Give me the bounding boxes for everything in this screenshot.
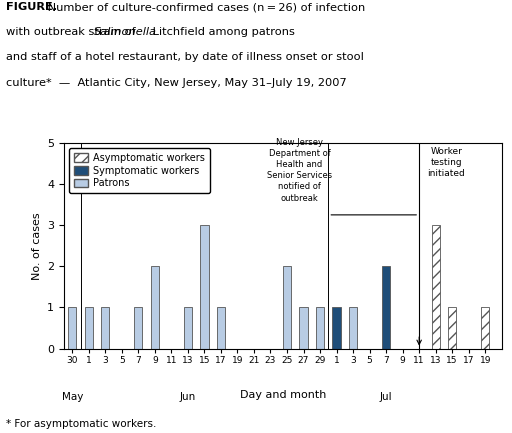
Bar <box>200 225 208 349</box>
Bar <box>332 307 340 349</box>
Bar <box>349 307 357 349</box>
Bar <box>448 307 456 349</box>
Bar <box>283 266 291 349</box>
Text: May: May <box>61 392 83 402</box>
Text: FIGURE.: FIGURE. <box>6 2 57 12</box>
Bar <box>300 307 308 349</box>
Text: Jun: Jun <box>180 392 196 402</box>
Bar <box>134 307 142 349</box>
Bar <box>101 307 110 349</box>
Bar <box>316 307 324 349</box>
Bar <box>68 307 76 349</box>
Bar <box>432 225 440 349</box>
Text: Number of culture-confirmed cases (n = 26) of infection: Number of culture-confirmed cases (n = 2… <box>44 2 365 12</box>
Text: Salmonella: Salmonella <box>94 27 157 37</box>
Bar <box>151 266 159 349</box>
Text: and staff of a hotel restaurant, by date of illness onset or stool: and staff of a hotel restaurant, by date… <box>6 52 364 62</box>
X-axis label: Day and month: Day and month <box>240 390 326 400</box>
Y-axis label: No. of cases: No. of cases <box>32 212 41 280</box>
Text: New Jersey
Department of
Health and
Senior Services
notified of
outbreak: New Jersey Department of Health and Seni… <box>267 138 332 203</box>
Text: Worker
testing
initiated: Worker testing initiated <box>428 147 465 178</box>
Bar <box>382 266 390 349</box>
Bar <box>217 307 225 349</box>
Legend: Asymptomatic workers, Symptomatic workers, Patrons: Asymptomatic workers, Symptomatic worker… <box>69 148 210 193</box>
Bar <box>481 307 489 349</box>
Text: with outbreak strain of: with outbreak strain of <box>6 27 139 37</box>
Text: * For asymptomatic workers.: * For asymptomatic workers. <box>6 419 157 429</box>
Bar <box>84 307 93 349</box>
Text: culture*  —  Atlantic City, New Jersey, May 31–July 19, 2007: culture* — Atlantic City, New Jersey, Ma… <box>6 78 347 87</box>
Text: Jul: Jul <box>380 392 392 402</box>
Text: Litchfield among patrons: Litchfield among patrons <box>149 27 295 37</box>
Bar <box>184 307 192 349</box>
